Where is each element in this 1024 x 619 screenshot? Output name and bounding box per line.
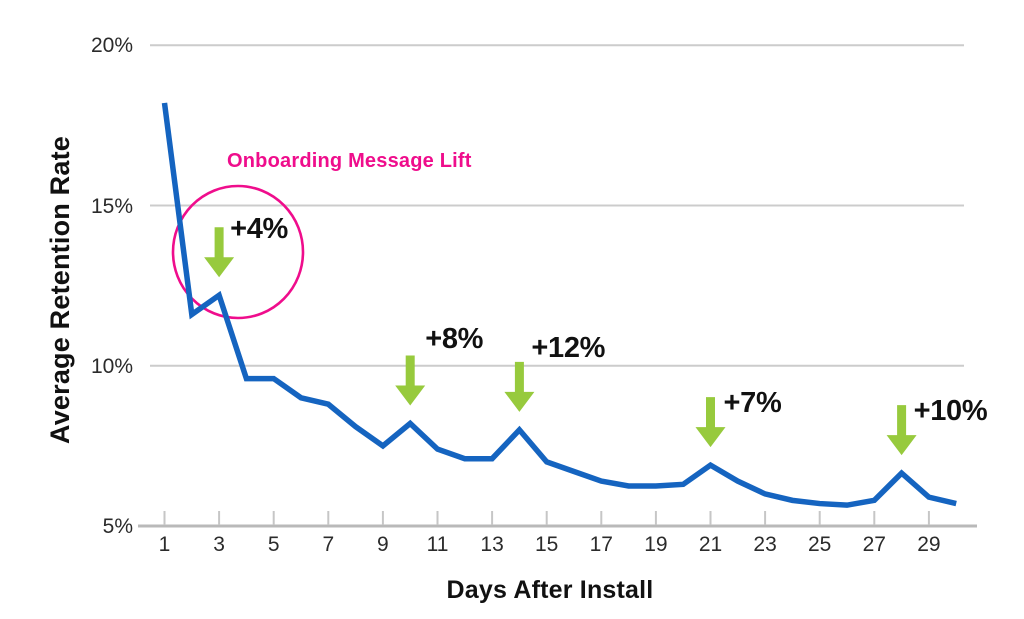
lift-label-day3: +4%	[230, 213, 289, 246]
x-tick-label: 9	[377, 533, 389, 556]
lift-arrow-icon	[504, 361, 535, 412]
x-tick-label: 15	[535, 533, 559, 556]
lift-label-day14: +12%	[531, 331, 606, 364]
x-tick-label: 13	[480, 533, 504, 556]
x-tick-label: 5	[267, 533, 280, 556]
x-tick-label: 19	[644, 533, 668, 556]
x-tick-label: 1	[158, 533, 171, 556]
x-tick-label: 11	[426, 533, 449, 556]
lift-arrow-icon	[395, 355, 426, 406]
y-tick-label: 10%	[90, 354, 133, 378]
lift-arrow-icon	[886, 405, 917, 456]
x-tick-label: 7	[322, 533, 335, 556]
y-axis-title: Average Retention Rate	[45, 136, 75, 444]
onboarding-callout-label: Onboarding Message Lift	[227, 150, 472, 172]
x-tick-label: 21	[698, 533, 723, 556]
lift-arrow-icon	[204, 227, 235, 278]
retention-line	[161, 102, 957, 508]
x-tick-label: 23	[753, 533, 777, 556]
x-tick-label: 25	[808, 533, 832, 556]
x-tick-label: 27	[862, 533, 886, 556]
onboarding-callout-circle	[171, 184, 305, 320]
y-tick-label: 15%	[90, 194, 133, 218]
lift-label-day28: +10%	[913, 395, 988, 428]
x-tick-label: 3	[213, 533, 225, 556]
y-tick-label: 20%	[90, 34, 133, 58]
lift-label-day21: +7%	[723, 387, 782, 420]
x-tick-label: 29	[917, 533, 941, 556]
y-tick-label: 5%	[102, 515, 133, 538]
x-axis-title: Days After Install	[446, 576, 654, 604]
lift-label-day10: +8%	[425, 323, 484, 356]
x-tick-label: 17	[589, 533, 613, 556]
lift-arrow-icon	[695, 397, 726, 448]
